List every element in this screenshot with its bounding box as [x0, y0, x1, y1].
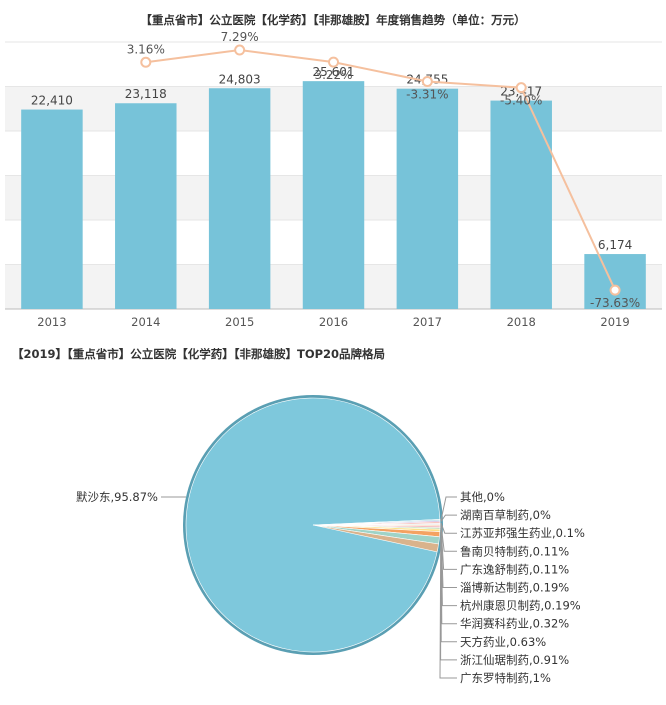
leader-4 — [440, 523, 457, 552]
leader-3 — [440, 522, 457, 534]
slice-label-1: 其他,0% — [460, 490, 505, 504]
x-tick-2017: 2017 — [413, 315, 442, 329]
slice-11 — [312, 524, 439, 553]
growth-label-2014: 3.16% — [127, 42, 165, 56]
growth-point-2018 — [515, 82, 527, 94]
slice-label-3: 江苏亚邦强生药业,0.1% — [460, 526, 585, 540]
slice-0 — [185, 397, 441, 653]
value-label-2013: 22,410 — [31, 94, 73, 108]
bar-2019 — [584, 254, 646, 309]
slice-label-0: 默沙东,95.87% — [76, 490, 158, 504]
growth-point-2015 — [234, 44, 246, 56]
x-tick-2019: 2019 — [600, 315, 629, 329]
slice-label-11: 广东罗特制药,1% — [460, 671, 551, 685]
bar-2014 — [115, 103, 177, 309]
x-tick-2013: 2013 — [37, 315, 66, 329]
value-label-2015: 24,803 — [219, 72, 261, 86]
bar-chart-title: 【重点省市】公立医院【化学药】【非那雄胺】年度销售趋势（单位：万元） — [140, 13, 526, 27]
slice-label-8: 华润赛科药业,0.32% — [460, 617, 569, 631]
growth-label-2015: 7.29% — [221, 30, 259, 44]
growth-label-2019: -73.63% — [590, 296, 640, 310]
slice-label-6: 淄博新达制药,0.19% — [460, 581, 569, 595]
leader-11 — [439, 531, 457, 679]
leader-10 — [440, 530, 457, 661]
growth-point-2016 — [328, 56, 339, 68]
value-label-2019: 6,174 — [598, 238, 632, 252]
growth-label-2016: 3.22% — [314, 68, 352, 82]
slice-label-2: 湖南百草制药,0% — [460, 508, 551, 522]
slice-label-5: 广东逸舒制药,0.11% — [460, 562, 569, 576]
leader-2 — [440, 514, 457, 522]
growth-point-2017 — [421, 75, 433, 87]
value-label-2016: 25,601 — [313, 65, 355, 79]
bar-2015 — [208, 88, 271, 310]
x-tick-2014: 2014 — [131, 315, 160, 329]
slice-label-10: 浙江仙琚制药,0.91% — [460, 653, 569, 667]
growth-label-2017: -3.31% — [406, 87, 448, 101]
bar-2016 — [302, 81, 365, 310]
bar-2017 — [396, 88, 459, 309]
x-tick-2016: 2016 — [319, 315, 348, 329]
slice-label-4: 鲁南贝特制药,0.11% — [460, 544, 569, 558]
pie-chart-title: 【2019】【重点省市】公立医院【化学药】【非那雄胺】TOP20品牌格局 — [12, 347, 386, 361]
growth-point-2014 — [140, 56, 152, 68]
bar-2018 — [490, 100, 552, 309]
x-tick-2018: 2018 — [507, 315, 536, 329]
growth-label-2018: -5.40% — [500, 94, 542, 108]
slice-label-7: 杭州康恩贝制药,0.19% — [460, 599, 581, 613]
leader-6 — [440, 526, 457, 588]
x-tick-2015: 2015 — [225, 315, 254, 329]
bar-2013 — [21, 109, 83, 310]
growth-point-2019 — [609, 284, 621, 296]
value-label-2014: 23,118 — [125, 87, 167, 101]
leader-1 — [440, 496, 457, 521]
slice-label-9: 天方药业,0.63% — [460, 635, 546, 649]
growth-line — [145, 49, 616, 291]
sales-trend-chart: 22,410 2013 23,118 2014 24,803 2015 25,601 2016… — [5, 30, 662, 329]
